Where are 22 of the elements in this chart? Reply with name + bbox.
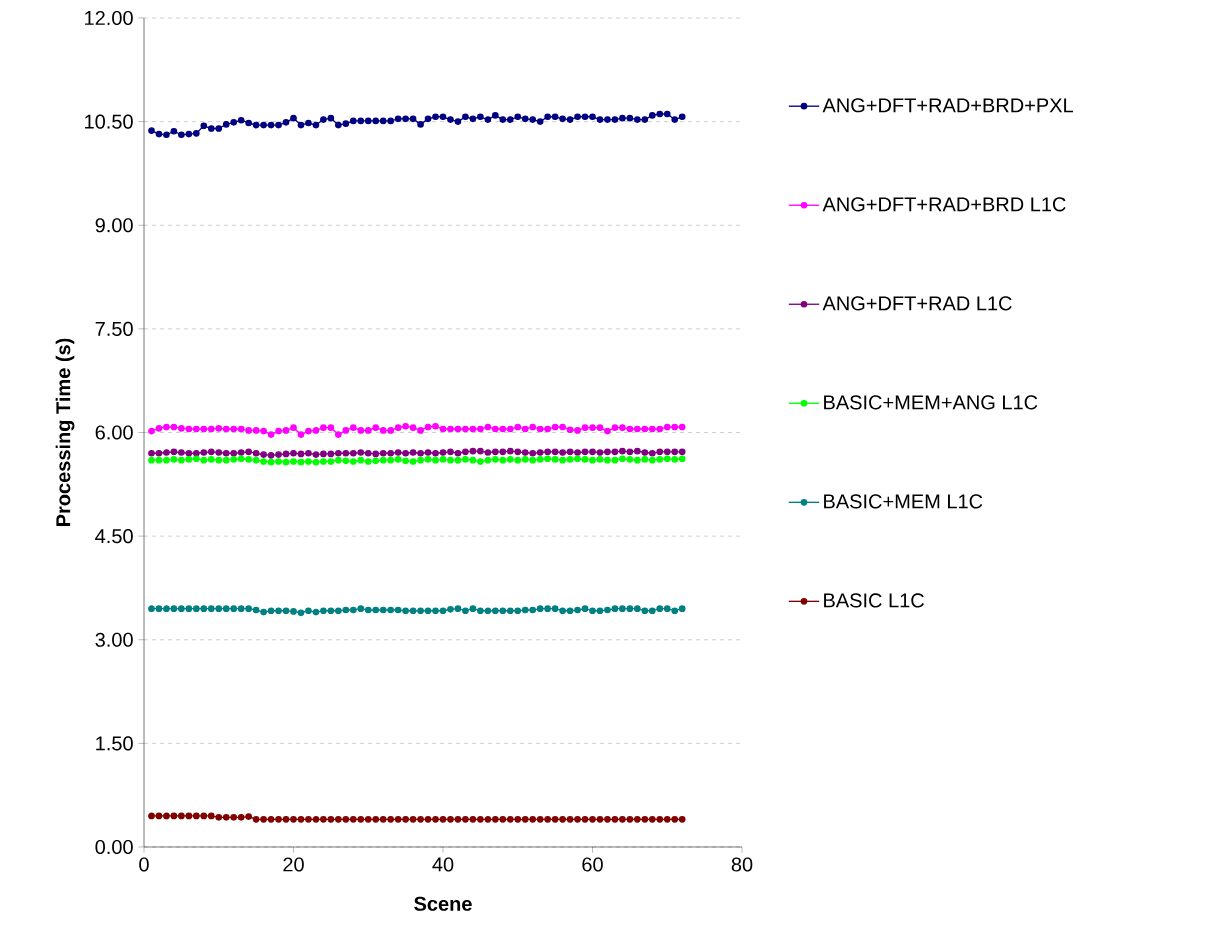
x-tick-label: 60 bbox=[582, 857, 603, 872]
y-tick-label: 12.00 bbox=[85, 10, 133, 26]
x-tick-label: 80 bbox=[731, 857, 753, 872]
x-axis-title: Scene bbox=[414, 896, 472, 911]
y-tick-label: 4.50 bbox=[95, 529, 133, 544]
y-tick-label: 9.00 bbox=[95, 218, 133, 233]
x-tick-label: 20 bbox=[283, 857, 304, 872]
legend-label: BASIC L1C bbox=[824, 593, 924, 608]
x-tick-label: 40 bbox=[432, 857, 454, 872]
legend-label: ANG+DFT+RAD+BRD L1C bbox=[822, 197, 1066, 212]
legend-label: ANG+DFT+RAD+BRD+PXL bbox=[822, 98, 1074, 113]
x-tick-label: 0 bbox=[139, 857, 149, 872]
y-tick-label: 1.50 bbox=[96, 736, 133, 751]
y-tick-label: 3.00 bbox=[95, 632, 133, 647]
y-tick-label: 10.50 bbox=[85, 114, 133, 129]
legend-label: BASIC+MEM+ANG L1C bbox=[824, 395, 1038, 410]
legend-label: BASIC+MEM L1C bbox=[824, 494, 983, 509]
y-tick-label: 7.50 bbox=[95, 321, 133, 336]
y-tick-label: 6.00 bbox=[95, 425, 133, 440]
legend-label: ANG+DFT+RAD L1C bbox=[822, 296, 1012, 311]
y-tick-label: 0.00 bbox=[95, 839, 133, 855]
y-axis-title: Processing Time (s) bbox=[55, 338, 75, 527]
